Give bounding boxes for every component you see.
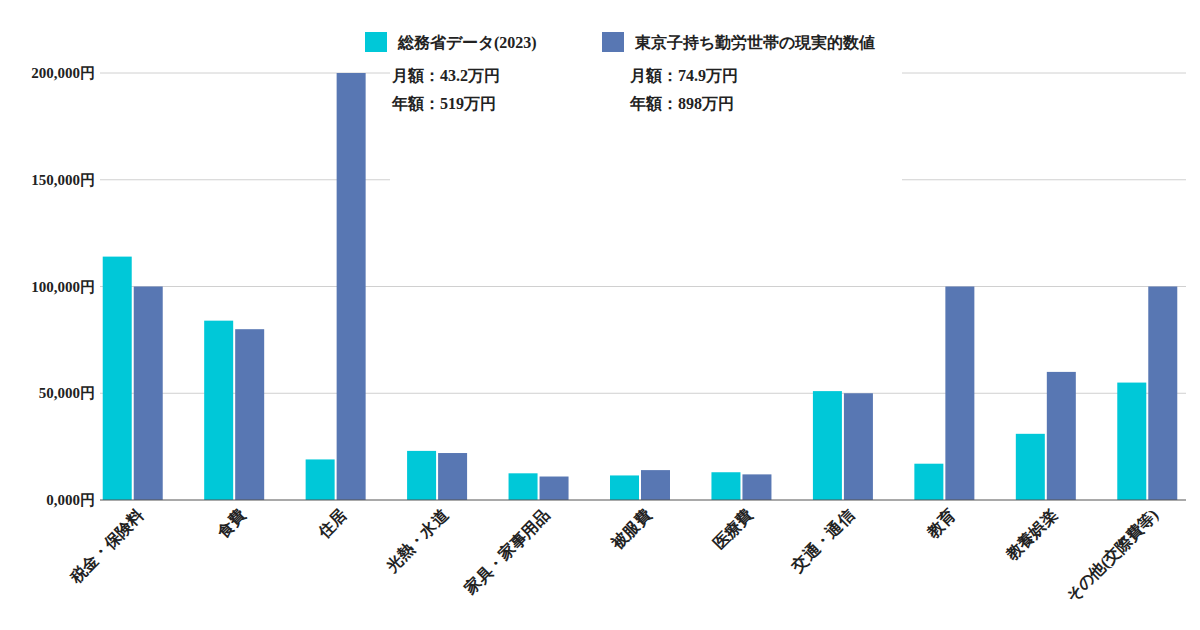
bar	[1117, 383, 1146, 500]
y-tick-label: 100,000円	[31, 279, 95, 295]
legend-label: 東京子持ち勤労世帯の現実的数値	[634, 33, 875, 51]
bar	[204, 321, 233, 500]
x-tick-label: 交通・通信	[787, 505, 857, 575]
bar	[945, 287, 974, 501]
bar	[438, 453, 467, 500]
grid-line	[100, 286, 1186, 287]
annotation: 年額：898万円	[629, 95, 734, 113]
bar	[509, 473, 538, 500]
bar	[914, 464, 943, 500]
bar	[742, 474, 771, 500]
x-tick-label: 光熱・水道	[382, 505, 453, 576]
chart-svg: 0,000円 50,000円 100,000円 150,000円 200,000円税金・…	[0, 0, 1200, 630]
legend-swatch	[365, 32, 387, 52]
bar	[103, 257, 132, 500]
x-tick-label: 教養娯楽	[1002, 506, 1060, 564]
annotation: 月額：43.2万円	[391, 67, 500, 85]
x-tick-label: 税金・保険料	[66, 506, 147, 587]
x-tick-label: 教育	[922, 505, 958, 541]
annotation-panel	[390, 60, 902, 182]
bar	[813, 391, 842, 500]
legend-swatch	[602, 32, 624, 52]
x-axis-line	[100, 499, 1186, 500]
x-tick-label: 被服費	[607, 506, 654, 553]
bar	[844, 393, 873, 500]
bar	[1016, 434, 1045, 500]
bar	[134, 287, 163, 501]
chart-container: 0,000円 50,000円 100,000円 150,000円 200,000円税金・…	[0, 0, 1200, 630]
bar	[407, 451, 436, 500]
y-tick-label: 50,000円	[39, 385, 95, 401]
x-tick-label: 住居	[314, 506, 349, 541]
x-tick-label: 食費	[213, 506, 248, 541]
bar	[610, 475, 639, 500]
bar	[540, 477, 569, 500]
bar	[711, 472, 740, 500]
bar	[235, 329, 264, 500]
x-tick-label: 家具・家事用品	[460, 505, 553, 598]
bar	[1047, 372, 1076, 500]
y-tick-label: 150,000円	[31, 172, 95, 188]
x-tick-label: 医療費	[710, 506, 756, 552]
y-tick-label: 0,000円	[46, 492, 95, 508]
bar	[641, 470, 670, 500]
y-tick-label: 200,000円	[31, 65, 95, 81]
bar	[1148, 287, 1177, 501]
bar	[337, 73, 366, 500]
annotation: 年額：519万円	[391, 95, 496, 113]
bars	[103, 73, 1178, 500]
annotation: 月額：74.9万円	[629, 67, 738, 85]
bar	[306, 459, 335, 500]
legend-label: 総務省データ(2023)	[397, 34, 537, 52]
x-tick-label: その他(交際費等)	[1062, 505, 1162, 605]
